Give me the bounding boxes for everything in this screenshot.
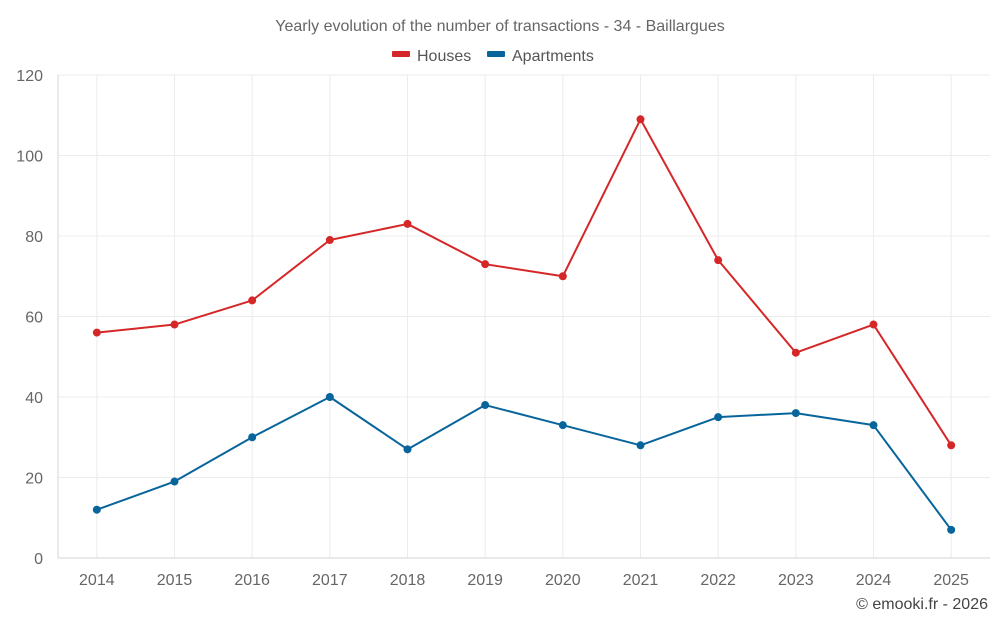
- x-tick-label: 2023: [778, 572, 814, 589]
- data-point-houses[interactable]: [558, 272, 567, 281]
- series-line-houses[interactable]: [96, 118, 953, 446]
- data-point-apartments[interactable]: [325, 393, 334, 401]
- x-tick-label: 2019: [467, 572, 503, 589]
- data-point-apartments[interactable]: [869, 421, 878, 430]
- y-tick-label: 0: [34, 551, 43, 568]
- x-tick-label: 2018: [390, 572, 426, 589]
- y-tick-label: 40: [25, 390, 43, 407]
- data-point-houses[interactable]: [481, 260, 490, 269]
- data-point-apartments[interactable]: [248, 433, 257, 442]
- data-point-houses[interactable]: [325, 236, 334, 245]
- data-point-houses[interactable]: [403, 219, 412, 228]
- data-point-houses[interactable]: [714, 256, 723, 265]
- legend-swatch-apartments[interactable]: [487, 51, 505, 57]
- data-point-apartments[interactable]: [636, 441, 645, 450]
- x-tick-label: 2020: [545, 572, 581, 589]
- x-tick-label: 2025: [933, 572, 969, 589]
- grid: [57, 74, 990, 559]
- y-tick-label: 80: [25, 229, 43, 246]
- y-tick-label: 100: [16, 149, 43, 166]
- data-point-apartments[interactable]: [791, 409, 800, 418]
- data-point-houses[interactable]: [636, 115, 645, 124]
- x-tick-label: 2015: [157, 572, 193, 589]
- data-point-apartments[interactable]: [481, 401, 490, 410]
- data-point-houses[interactable]: [92, 328, 101, 337]
- data-point-houses[interactable]: [248, 296, 257, 305]
- data-point-apartments[interactable]: [714, 413, 723, 422]
- data-point-houses[interactable]: [869, 320, 878, 329]
- legend-swatch-houses[interactable]: [392, 51, 410, 57]
- data-point-houses[interactable]: [947, 441, 956, 450]
- x-tick-label: 2022: [700, 572, 736, 589]
- credit-text: © emooki.fr - 2026: [856, 596, 988, 613]
- data-point-apartments[interactable]: [92, 505, 101, 514]
- legend-label-houses[interactable]: Houses: [417, 48, 471, 65]
- x-tick-label: 2014: [79, 572, 115, 589]
- data-point-apartments[interactable]: [558, 421, 567, 430]
- x-axis: 2014 2015 2016 2017 2018 2019 2020 2021 2022 2023…: [79, 572, 969, 589]
- x-tick-label: 2016: [234, 572, 270, 589]
- y-axis: 0 20 40 60 80 100 120: [16, 68, 43, 568]
- legend: Houses Apartments: [392, 48, 594, 65]
- data-point-apartments[interactable]: [947, 525, 956, 534]
- y-tick-label: 120: [16, 68, 43, 85]
- data-point-houses[interactable]: [791, 348, 800, 357]
- x-tick-label: 2024: [856, 572, 892, 589]
- y-tick-label: 60: [25, 310, 43, 327]
- data-point-apartments[interactable]: [170, 477, 179, 486]
- x-tick-label: 2021: [623, 572, 659, 589]
- series-line-apartments[interactable]: [96, 396, 952, 531]
- x-tick-label: 2017: [312, 572, 348, 589]
- data-point-houses[interactable]: [170, 320, 179, 329]
- data-point-apartments[interactable]: [403, 445, 412, 454]
- series: [92, 115, 956, 534]
- y-tick-label: 20: [25, 471, 43, 488]
- chart-title: Yearly evolution of the number of transa…: [275, 18, 724, 35]
- legend-label-apartments[interactable]: Apartments: [512, 48, 594, 65]
